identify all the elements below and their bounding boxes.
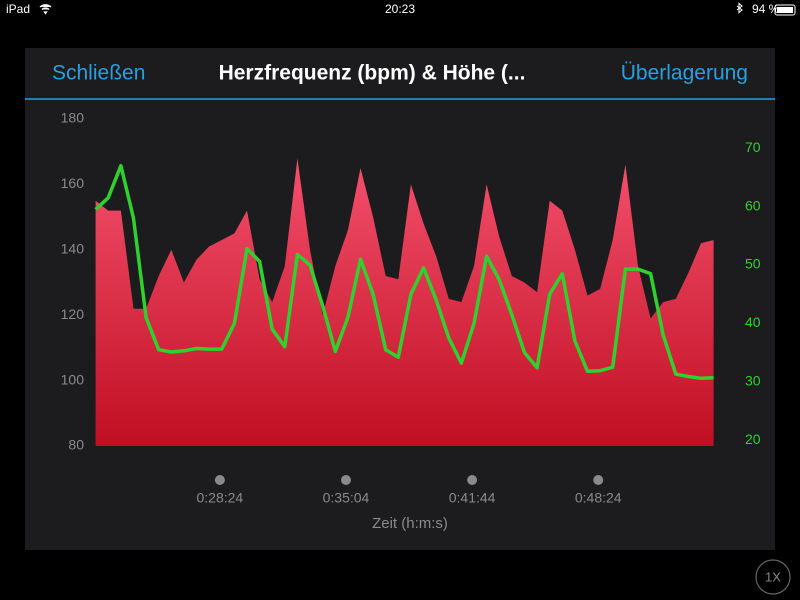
battery-fill [777, 7, 793, 13]
x-tick-label: 0:28:24 [197, 490, 244, 506]
x-tick-dot [340, 475, 351, 485]
speed-button[interactable]: 1X [765, 569, 781, 584]
x-tick-label: 0:41:44 [449, 490, 496, 506]
x-tick-label: 0:48:24 [575, 490, 622, 506]
y2-tick-label: 30 [745, 372, 761, 388]
x-axis-label: Zeit (h:m:s) [372, 515, 448, 532]
x-tick-dot [593, 475, 604, 485]
heart-rate-area [95, 158, 714, 446]
y-tick-label: 100 [61, 371, 85, 387]
y2-tick-label: 40 [745, 314, 761, 330]
chart-title: Herzfrequenz (bpm) & Höhe (... [219, 62, 526, 85]
y-tick-label: 80 [68, 437, 84, 453]
y2-tick-label: 60 [745, 197, 761, 213]
close-button[interactable]: Schließen [52, 62, 145, 85]
overlay-button[interactable]: Überlagerung [621, 62, 748, 85]
plot: 80 100 120 140 160 180 20 30 40 50 60 70 0:28:24 0:35… [61, 110, 761, 506]
y-tick-label: 120 [61, 306, 85, 322]
x-tick-label: 0:35:04 [323, 490, 370, 506]
clock: 20:23 [385, 2, 415, 16]
y2-tick-label: 20 [745, 431, 761, 447]
speed-button-ring[interactable] [755, 559, 791, 595]
x-tick-dot [467, 475, 478, 485]
elevation-line [94, 163, 714, 381]
wifi-icon [39, 4, 52, 15]
battery-level: 94 % [752, 2, 780, 16]
bluetooth-icon [736, 2, 743, 14]
y2-tick-label: 70 [745, 139, 761, 155]
x-tick-dot [214, 475, 225, 485]
y-tick-label: 160 [61, 175, 85, 191]
battery-icon [774, 4, 796, 16]
y-tick-label: 140 [61, 241, 85, 257]
device-name: iPad [6, 2, 30, 16]
y2-tick-label: 50 [745, 256, 761, 272]
y-tick-label: 180 [61, 110, 85, 126]
